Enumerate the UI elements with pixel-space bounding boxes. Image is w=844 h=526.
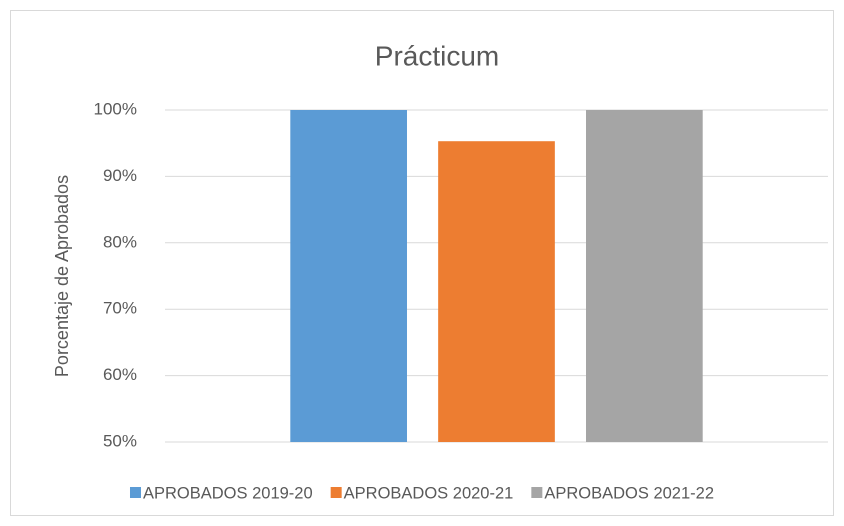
legend-label: APROBADOS 2020-21 — [344, 484, 514, 502]
y-tick-label: 100% — [94, 99, 137, 118]
y-tick-label: 80% — [103, 232, 137, 251]
y-tick-label: 60% — [103, 365, 137, 384]
legend-swatch — [330, 487, 342, 498]
y-tick-label: 50% — [103, 431, 137, 450]
bar — [438, 141, 555, 442]
chart-title: Prácticum — [375, 40, 499, 71]
y-tick-label: 70% — [103, 299, 137, 318]
legend-label: APROBADOS 2019-20 — [143, 484, 313, 502]
legend-swatch — [531, 487, 543, 498]
legend-swatch — [129, 487, 141, 498]
y-tick-label: 90% — [103, 166, 137, 185]
bar — [586, 110, 703, 442]
bar — [290, 110, 407, 442]
legend-label: APROBADOS 2021-22 — [544, 484, 714, 502]
y-axis-title: Porcentaje de Aprobados — [52, 175, 72, 377]
